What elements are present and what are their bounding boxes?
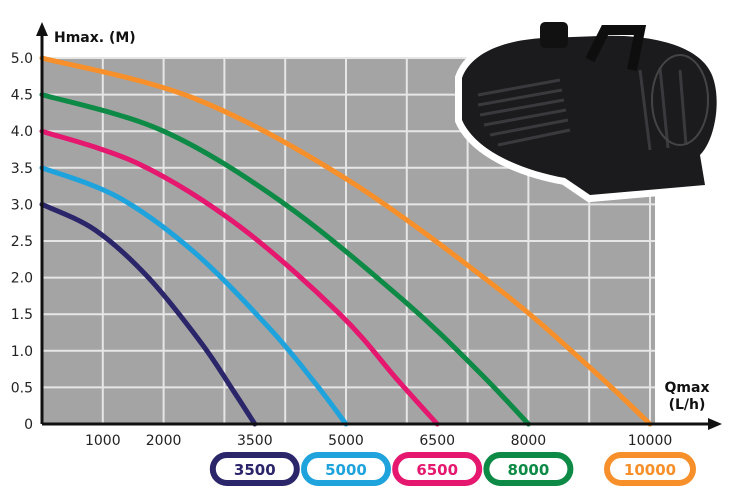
- legend-pill: [604, 452, 696, 486]
- y-tick-label: 0: [24, 417, 33, 433]
- y-tick-label: 1.0: [11, 344, 33, 360]
- y-axis-label: Hmax. (M): [54, 30, 136, 46]
- curves: [39, 55, 653, 427]
- legend-pill: [483, 452, 574, 486]
- y-tick-label: 3.5: [11, 161, 33, 177]
- x-tick-label: 5000: [328, 433, 364, 449]
- legend-item-10000: 10000: [604, 452, 696, 486]
- x-tick-label: 1000: [85, 433, 121, 449]
- legend-item-5000: 5000: [301, 452, 391, 486]
- legend-pill: [209, 452, 300, 486]
- series-curve-6500: [39, 128, 440, 427]
- x-tick-label: 3500: [237, 433, 273, 449]
- legend-label: 8000: [508, 461, 550, 479]
- legend-label: 6500: [416, 461, 458, 479]
- series-curve-10000: [39, 55, 653, 427]
- legend-label: 5000: [325, 461, 367, 479]
- y-tick-label: 2.0: [11, 271, 33, 287]
- legend-item-6500: 6500: [392, 452, 483, 486]
- pump-image: [455, 22, 724, 203]
- legend-pill: [392, 452, 483, 486]
- axes: [36, 22, 722, 430]
- x-axis-label-line1: Qmax: [665, 380, 710, 396]
- legend-label: 10000: [624, 461, 676, 479]
- y-tick-label: 0.5: [11, 380, 33, 396]
- series-curve-5000: [39, 165, 349, 427]
- y-axis-arrow-icon: [36, 22, 48, 36]
- x-tick-label: 6500: [419, 433, 455, 449]
- y-tick-label: 5.0: [11, 51, 33, 67]
- legend-item-3500: 3500: [209, 452, 300, 486]
- legend: 3500 5000 6500 8000 10000: [209, 452, 696, 486]
- x-tick-label: 8000: [511, 433, 547, 449]
- y-tick-label: 3.0: [11, 197, 33, 213]
- x-axis-arrow-icon: [708, 418, 722, 430]
- x-tick-label: 10000: [628, 433, 673, 449]
- y-tick-label: 2.5: [11, 234, 33, 250]
- series-curve-8000: [39, 92, 531, 427]
- series-curve-3500: [39, 201, 258, 427]
- y-tick-label: 4.5: [11, 88, 33, 104]
- x-tick-label: 2000: [146, 433, 182, 449]
- legend-pill: [301, 452, 391, 486]
- legend-item-8000: 8000: [483, 452, 574, 486]
- legend-label: 3500: [234, 461, 276, 479]
- y-tick-label: 1.5: [11, 307, 33, 323]
- y-tick-label: 4.0: [11, 124, 33, 140]
- x-axis-label-line2: (L/h): [669, 397, 706, 413]
